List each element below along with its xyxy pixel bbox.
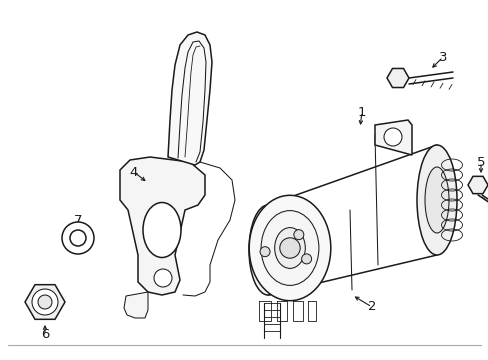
Text: 2: 2: [367, 301, 375, 314]
Text: 4: 4: [129, 166, 138, 179]
Polygon shape: [467, 176, 487, 194]
Circle shape: [301, 254, 311, 264]
Circle shape: [279, 238, 300, 258]
Polygon shape: [168, 32, 212, 165]
Polygon shape: [386, 68, 408, 87]
Circle shape: [293, 230, 303, 240]
Text: 5: 5: [476, 156, 484, 168]
Text: 6: 6: [41, 328, 49, 342]
Polygon shape: [120, 157, 204, 295]
Circle shape: [154, 269, 172, 287]
Text: 3: 3: [438, 50, 447, 63]
Circle shape: [32, 289, 58, 315]
Text: 7: 7: [74, 213, 82, 226]
Ellipse shape: [249, 195, 330, 301]
Ellipse shape: [274, 228, 305, 269]
Circle shape: [70, 230, 86, 246]
Circle shape: [62, 222, 94, 254]
Circle shape: [38, 295, 52, 309]
Polygon shape: [124, 292, 148, 318]
Ellipse shape: [424, 167, 448, 233]
Ellipse shape: [142, 202, 181, 257]
Circle shape: [260, 247, 269, 257]
Polygon shape: [374, 120, 411, 155]
Ellipse shape: [257, 225, 278, 275]
Circle shape: [383, 128, 401, 146]
Text: 1: 1: [357, 105, 366, 118]
Ellipse shape: [416, 145, 456, 255]
Polygon shape: [25, 285, 65, 319]
Ellipse shape: [248, 205, 286, 295]
Ellipse shape: [261, 211, 318, 285]
